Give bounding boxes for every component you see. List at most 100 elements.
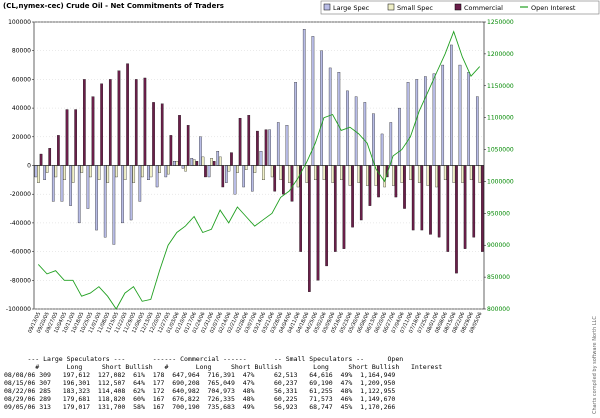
bar-large-spec — [320, 50, 323, 166]
bar-commercial — [65, 109, 69, 166]
bar-large-spec — [285, 125, 289, 166]
bar-large-spec — [294, 82, 297, 166]
bar-large-spec — [242, 165, 245, 188]
bar-commercial — [325, 165, 328, 267]
legend-swatch-large-spec — [323, 3, 331, 11]
bar-commercial — [368, 165, 372, 206]
bar-large-spec — [250, 165, 254, 192]
right-axis-tick-label: 850000 — [487, 274, 510, 281]
bar-large-spec — [450, 44, 453, 166]
left-axis-tick-label: 80000 — [12, 48, 31, 55]
bar-small-spec — [452, 165, 456, 183]
bar-small-spec — [270, 165, 274, 178]
bar-small-spec — [348, 165, 352, 186]
bar-commercial — [351, 165, 354, 228]
bar-small-spec — [322, 165, 326, 180]
bar-small-spec — [409, 165, 412, 180]
bar-commercial — [446, 165, 450, 252]
left-axis-tick-label: -40000 — [10, 220, 31, 227]
bar-commercial — [212, 161, 216, 166]
bar-commercial — [48, 148, 52, 166]
bar-commercial — [204, 165, 207, 178]
bar-small-spec — [392, 165, 395, 186]
legend-label-open-interest: Open Interest — [531, 4, 576, 12]
bar-small-spec — [132, 165, 136, 183]
left-axis-tick-label: -100000 — [6, 306, 31, 313]
bar-commercial — [333, 165, 337, 252]
bar-large-spec — [77, 165, 81, 224]
bar-large-spec — [164, 165, 168, 178]
bar-commercial — [39, 153, 43, 166]
bar-small-spec — [167, 165, 170, 175]
bar-small-spec — [184, 165, 187, 172]
legend: Large Spec Small Spec Commercial Open In… — [320, 0, 600, 15]
bar-large-spec — [372, 113, 375, 166]
table-header-2: # Long Short Bullish # Long Short Bullis… — [4, 363, 443, 371]
bar-large-spec — [398, 107, 401, 166]
chart-title: (CL,nymex-cec) Crude Oil - Net Commitmen… — [3, 2, 224, 10]
bar-large-spec — [181, 165, 185, 169]
bar-small-spec — [305, 165, 309, 183]
bar-commercial — [83, 79, 86, 166]
bar-commercial — [403, 165, 406, 209]
left-axis-tick-label: -20000 — [10, 191, 31, 198]
bar-commercial — [247, 115, 251, 166]
bar-commercial — [273, 165, 277, 192]
right-axis-tick-label: 1250000 — [487, 19, 514, 26]
bar-small-spec — [435, 165, 438, 188]
bar-large-spec — [233, 165, 237, 195]
bar-small-spec — [158, 165, 161, 173]
bar-small-spec — [89, 165, 92, 178]
bar-small-spec — [37, 165, 40, 183]
legend-label-large-spec: Large Spec — [333, 4, 370, 12]
bar-commercial — [160, 103, 164, 166]
bar-large-spec — [475, 96, 479, 166]
bar-small-spec — [63, 165, 66, 180]
right-axis-tick-label: 900000 — [487, 242, 510, 249]
legend-swatch-small-spec — [387, 3, 395, 11]
bar-commercial — [117, 70, 121, 166]
bar-small-spec — [54, 165, 58, 178]
bar-commercial — [221, 165, 225, 188]
table-row: 08/29/06 289 179,681 118,820 60% 167 676… — [4, 395, 396, 403]
bar-large-spec — [103, 165, 107, 238]
right-axis-tick-label: 950000 — [487, 210, 510, 217]
bar-small-spec — [210, 158, 213, 166]
bar-large-spec — [51, 165, 55, 202]
summary-table: --- Large Speculators --- ------ Commerc… — [4, 355, 442, 411]
bar-commercial — [481, 165, 484, 252]
bar-small-spec — [175, 161, 179, 166]
right-axis-tick-label: 1000000 — [487, 178, 514, 185]
bar-large-spec — [432, 73, 436, 166]
table-row: 09/05/06 313 179,017 131,700 58% 167 700… — [4, 403, 396, 411]
table-row: 08/08/06 309 197,612 127,082 61% 178 647… — [4, 371, 396, 379]
bar-commercial — [264, 129, 268, 166]
legend-label-commercial: Commercial — [464, 4, 503, 12]
bar-commercial — [463, 165, 467, 249]
bar-small-spec — [478, 165, 482, 183]
bar-commercial — [429, 165, 432, 235]
bar-small-spec — [253, 165, 257, 173]
bar-commercial — [377, 165, 380, 198]
bar-small-spec — [443, 165, 447, 180]
bar-small-spec — [218, 156, 222, 166]
bar-large-spec — [337, 72, 341, 166]
bar-commercial — [57, 135, 60, 166]
bar-large-spec — [458, 64, 462, 166]
bar-small-spec — [45, 165, 49, 173]
bar-commercial — [169, 135, 173, 166]
left-axis-tick-label: -80000 — [10, 277, 31, 284]
bar-large-spec — [207, 165, 211, 178]
bar-large-spec — [328, 67, 332, 166]
bar-large-spec — [34, 165, 38, 178]
credit-text: Charts compiled by software North LLC — [592, 316, 598, 414]
bar-commercial — [230, 152, 233, 166]
bar-large-spec — [138, 165, 142, 202]
bar-small-spec — [236, 165, 239, 173]
bar-large-spec — [155, 165, 159, 188]
bar-commercial — [143, 77, 147, 166]
bar-large-spec — [95, 165, 98, 231]
bar-large-spec — [406, 82, 410, 166]
right-axis-tick-label: 1150000 — [487, 83, 514, 90]
